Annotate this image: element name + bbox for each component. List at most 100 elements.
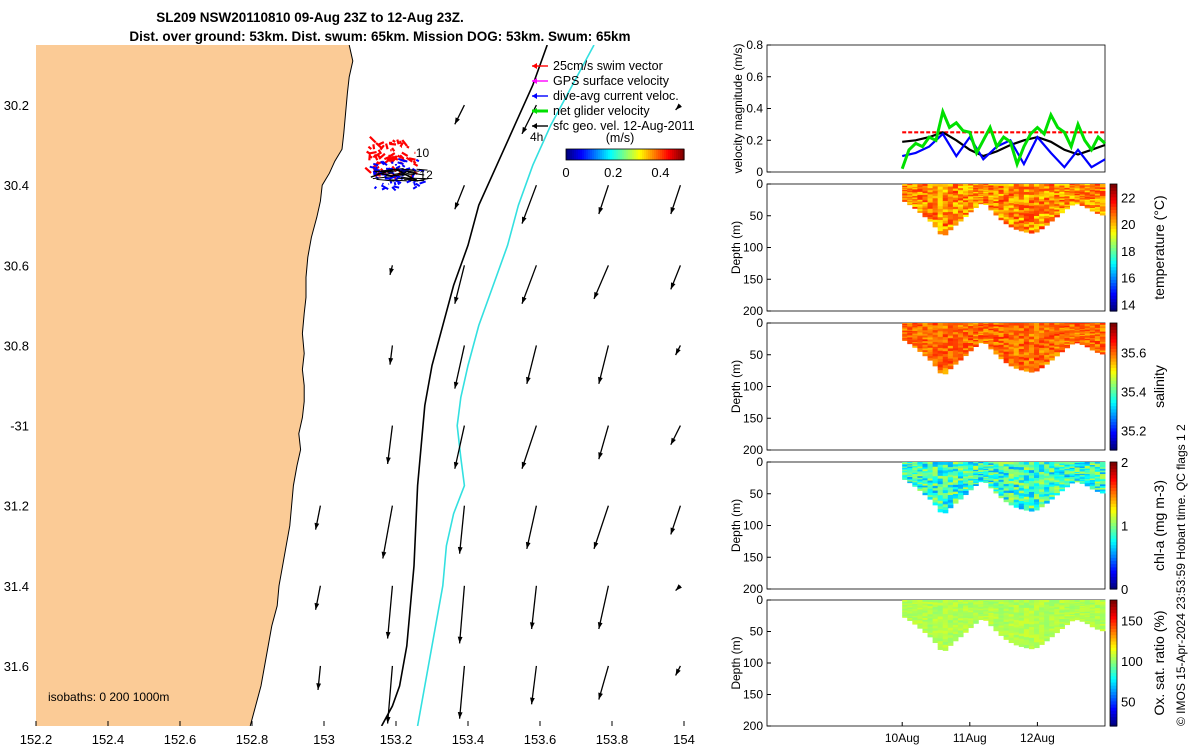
depth-tick-label: 100 — [743, 519, 763, 533]
section-cell — [1064, 199, 1071, 202]
section-cell — [1018, 333, 1025, 337]
section-cell — [1003, 208, 1010, 211]
section-cell — [988, 184, 994, 186]
legend-entry: sfc geo. vel. 12-Aug-2011 — [532, 119, 695, 133]
section-cell — [1089, 324, 1096, 327]
section-cell — [1079, 328, 1086, 331]
section-cell — [907, 323, 913, 325]
section-cell — [947, 211, 954, 215]
section-cell — [1094, 627, 1101, 630]
section-cell — [968, 346, 974, 349]
section-cell — [1074, 336, 1081, 338]
section-cell — [942, 642, 949, 646]
section-cell — [917, 187, 923, 190]
section-cell — [983, 189, 989, 192]
section-cell — [993, 477, 1000, 480]
section-cell — [998, 342, 1005, 346]
section-cell — [998, 607, 1005, 611]
section-cell — [942, 481, 949, 486]
section-cell — [1039, 474, 1045, 478]
section-cell — [1049, 355, 1055, 359]
section-cell — [983, 607, 989, 610]
section-cell — [1044, 484, 1050, 488]
section-cell — [1028, 621, 1035, 625]
section-cell — [1089, 334, 1096, 337]
section-cell — [1039, 469, 1045, 473]
section-cell — [912, 331, 918, 333]
section-cell — [1074, 613, 1081, 615]
section-cell — [1034, 483, 1040, 487]
section-cell — [963, 485, 969, 488]
section-cell — [988, 462, 994, 464]
section-cell — [1079, 603, 1086, 606]
colorbar-cell — [1110, 694, 1117, 699]
section-cell — [983, 481, 989, 483]
section-cell — [927, 208, 934, 212]
section-cell — [1089, 346, 1096, 349]
colorbar-cell — [1110, 370, 1117, 375]
section-cell — [1074, 327, 1081, 330]
colorbar-cell — [1110, 392, 1117, 397]
section-cell — [927, 345, 934, 349]
section-cell — [917, 329, 923, 332]
section-cell — [1079, 204, 1086, 206]
section-cell — [1069, 326, 1076, 329]
section-cell — [1028, 635, 1035, 639]
section-cell — [1099, 194, 1106, 197]
section-cell — [952, 620, 959, 624]
section-cell — [1013, 467, 1020, 471]
geo-velocity-arrow — [457, 665, 466, 719]
section-cell — [932, 614, 939, 618]
section-cell — [952, 341, 959, 345]
section-cell — [1089, 487, 1096, 490]
section-cell — [937, 489, 944, 493]
section-cell — [1059, 190, 1065, 193]
section-cell — [937, 486, 944, 491]
colorbar-frame — [1109, 599, 1118, 727]
section-cell — [1028, 645, 1035, 650]
section-cell — [983, 329, 989, 332]
section-cell — [1034, 349, 1040, 353]
section-cell — [1074, 323, 1081, 325]
section-cell — [1039, 466, 1045, 470]
dive-avg-mark — [412, 185, 418, 190]
section-cell — [1059, 324, 1065, 327]
section-cell — [1079, 476, 1086, 478]
section-cell — [1044, 629, 1050, 633]
section-cell — [1044, 627, 1050, 630]
section-cell — [1049, 194, 1055, 197]
section-cell — [1023, 331, 1030, 335]
section-cell — [1064, 612, 1071, 615]
section-cell — [912, 604, 918, 606]
legend-arrowhead — [532, 78, 537, 84]
section-cell — [952, 475, 959, 479]
section-cell — [927, 472, 934, 475]
section-cell — [963, 207, 969, 210]
colorbar-cell — [1110, 653, 1117, 658]
section-cell — [1018, 194, 1025, 198]
section-cell — [963, 610, 969, 614]
section-cell — [907, 189, 913, 192]
section-cell — [1003, 199, 1010, 203]
section-cell — [1003, 212, 1010, 216]
colorbar-cell — [1110, 285, 1117, 290]
colorbar-frame — [1109, 183, 1118, 312]
section-cell — [912, 466, 918, 468]
section-cell — [998, 350, 1005, 354]
section-cell — [973, 337, 979, 340]
section-cell — [993, 328, 1000, 331]
section-cell — [922, 324, 929, 328]
section-cell — [1079, 184, 1086, 186]
section-cell — [932, 334, 939, 338]
section-cell — [973, 473, 979, 476]
depth-tick-label: 0 — [756, 455, 763, 469]
section-cell — [947, 214, 954, 218]
section-cell — [1059, 188, 1065, 191]
section-cell — [1079, 338, 1086, 341]
section-cell — [1023, 499, 1030, 503]
section-cell — [917, 332, 923, 335]
section-cell — [1044, 468, 1050, 472]
section-cell — [1028, 483, 1035, 488]
section-cell — [902, 466, 908, 469]
section-cell — [1059, 469, 1065, 473]
